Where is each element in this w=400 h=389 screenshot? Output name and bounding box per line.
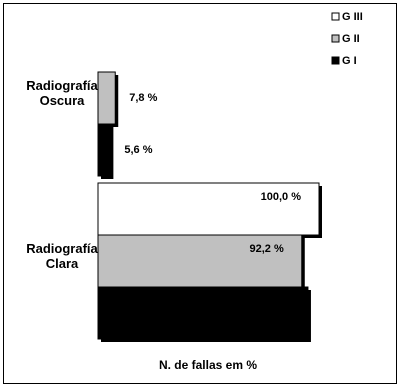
legend-swatch [331,12,340,21]
bar [97,123,111,177]
bar [97,286,309,340]
bar [97,234,303,288]
legend-label: G III [342,11,363,23]
category-label: Radiografía Clara [26,241,98,271]
x-axis-title: N. de fallas em % [159,358,257,372]
value-label: 100,0 % [261,191,302,203]
bar [97,182,320,236]
value-label: 92,2 % [250,243,284,255]
legend-label: G II [342,33,360,45]
legend-swatch [331,56,340,65]
value-label: 7,8 % [129,92,157,104]
legend-swatch [331,34,340,43]
legend-label: G I [342,55,357,67]
value-label: 5,6 % [124,144,152,156]
category-label: Radiografía Oscura [26,78,98,108]
